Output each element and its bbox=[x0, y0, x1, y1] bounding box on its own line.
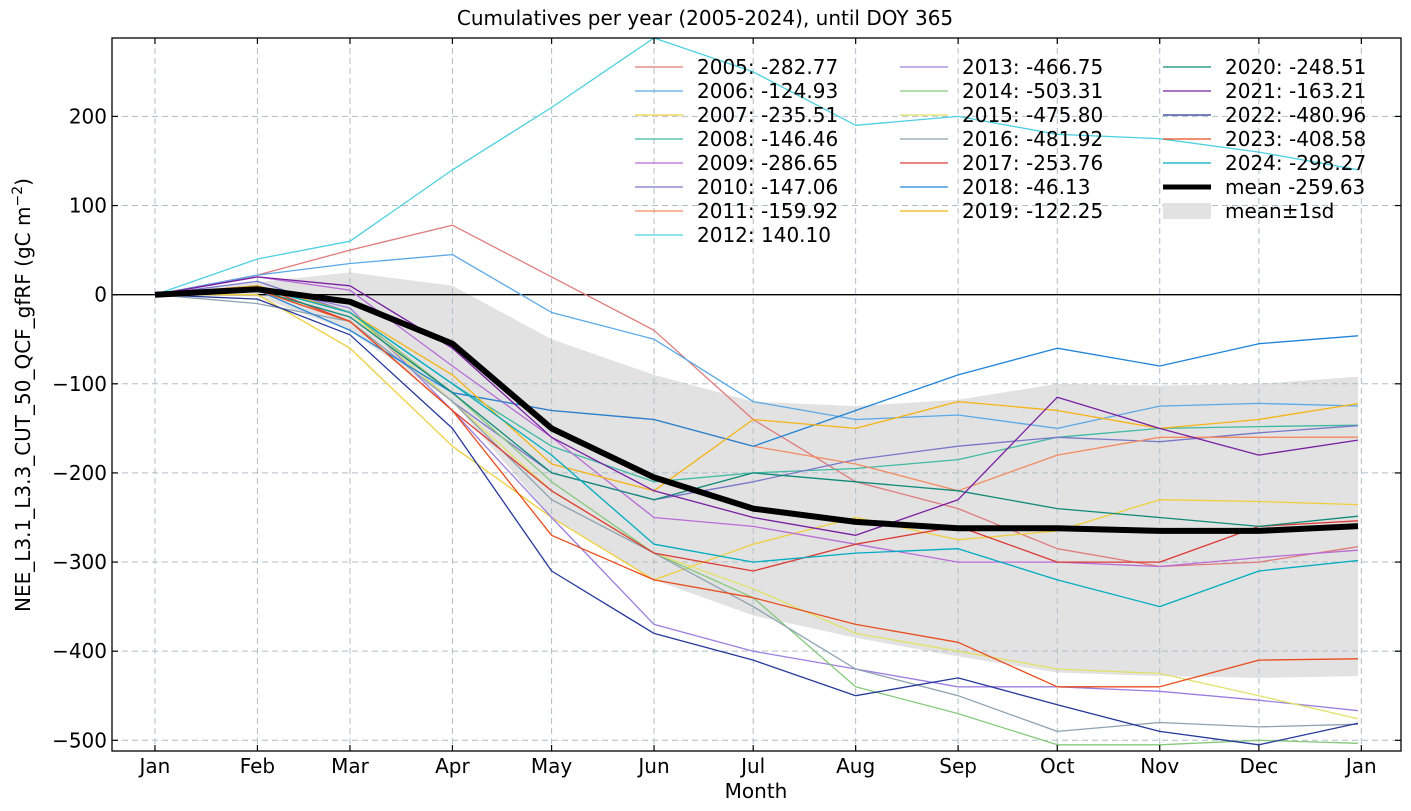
legend-item-2010: 2010: -147.06 bbox=[635, 175, 838, 199]
series-line-2024 bbox=[154, 286, 1359, 608]
legend-label: mean±1sd bbox=[1225, 199, 1334, 223]
legend-item-2012: 2012: 140.10 bbox=[635, 223, 831, 247]
legend-label: 2008: -146.46 bbox=[697, 127, 838, 151]
legend-label: 2014: -503.31 bbox=[962, 79, 1103, 103]
x-tick-label: Jan bbox=[138, 754, 171, 778]
series-line-2006 bbox=[154, 253, 1359, 430]
y-axis-label: NEE_L3.1_L3.3_CUT_50_QCF_gfRF (gC m−2) bbox=[10, 178, 35, 612]
legend-label: 2011: -159.92 bbox=[697, 199, 838, 223]
legend-label: 2016: -481.92 bbox=[962, 127, 1103, 151]
legend-label: 2006: -124.93 bbox=[697, 79, 838, 103]
legend-item-2021: 2021: -163.21 bbox=[1163, 79, 1366, 103]
y-tick-label: 100 bbox=[69, 194, 107, 218]
x-tick-label: Mar bbox=[331, 754, 370, 778]
legend-item-2018: 2018: -46.13 bbox=[900, 175, 1090, 199]
series-line-2013 bbox=[154, 285, 1359, 712]
series-line-2021 bbox=[154, 276, 1359, 536]
legend-item-2020: 2020: -248.51 bbox=[1163, 55, 1366, 79]
legend-item-2022: 2022: -480.96 bbox=[1163, 103, 1366, 127]
legend-label: 2005: -282.77 bbox=[697, 55, 838, 79]
legend-label: 2018: -46.13 bbox=[962, 175, 1090, 199]
axes: Jan Feb Mar Apr May Jun Jul Aug Sep Oct Nov Dec Jan −… bbox=[52, 37, 1402, 778]
legend-item-2017: 2017: -253.76 bbox=[900, 151, 1103, 175]
axes-frame bbox=[111, 37, 1402, 752]
x-axis-label: Month bbox=[725, 779, 788, 803]
legend-label: 2022: -480.96 bbox=[1225, 103, 1366, 127]
x-tick-label: Feb bbox=[240, 754, 275, 778]
legend-item-mean: mean -259.63 bbox=[1163, 175, 1365, 199]
y-tick-label: −400 bbox=[52, 639, 107, 663]
legend-item-2016: 2016: -481.92 bbox=[900, 127, 1103, 151]
y-tick-label: −100 bbox=[52, 372, 107, 396]
legend-label: 2024: -298.27 bbox=[1225, 151, 1366, 175]
mean-line bbox=[154, 286, 1359, 534]
legend-item-2024: 2024: -298.27 bbox=[1163, 151, 1366, 175]
legend-label: 2007: -235.51 bbox=[697, 103, 838, 127]
legend-item-2023: 2023: -408.58 bbox=[1163, 127, 1366, 151]
legend-label: 2021: -163.21 bbox=[1225, 79, 1366, 103]
legend-item-2007: 2007: -235.51 bbox=[635, 103, 838, 127]
legend-swatch bbox=[1163, 203, 1211, 219]
legend-label: mean -259.63 bbox=[1225, 175, 1365, 199]
x-tick-label: Oct bbox=[1040, 754, 1075, 778]
y-tick-label: 0 bbox=[94, 283, 107, 307]
series-line-2018 bbox=[154, 289, 1359, 447]
legend-label: 2013: -466.75 bbox=[962, 55, 1103, 79]
legend-item-2015: 2015: -475.80 bbox=[900, 103, 1103, 127]
legend-label: 2010: -147.06 bbox=[697, 175, 838, 199]
y-axis-label-exponent: −2 bbox=[10, 186, 26, 207]
legend-item-2009: 2009: -286.65 bbox=[635, 151, 838, 175]
legend-item-2005: 2005: -282.77 bbox=[635, 55, 838, 79]
y-tick-label: −300 bbox=[52, 550, 107, 574]
series-line-2007 bbox=[155, 294, 1359, 581]
legend-label: 2012: 140.10 bbox=[697, 223, 831, 247]
x-tick-label: May bbox=[531, 754, 573, 778]
y-tick-label: −200 bbox=[52, 461, 107, 485]
x-tick-label: Aug bbox=[836, 754, 875, 778]
legend-item-2006: 2006: -124.93 bbox=[635, 79, 838, 103]
legend-label: 2020: -248.51 bbox=[1225, 55, 1366, 79]
legend-item-2019: 2019: -122.25 bbox=[900, 199, 1103, 223]
legend-label: 2023: -408.58 bbox=[1225, 127, 1366, 151]
y-tick-label: −500 bbox=[52, 728, 107, 752]
legend-label: 2009: -286.65 bbox=[697, 151, 838, 175]
series-line-2009 bbox=[154, 276, 1359, 568]
series-line-2022 bbox=[154, 294, 1359, 746]
legend-item-sd-band: mean±1sd bbox=[1163, 199, 1334, 223]
legend-item-2013: 2013: -466.75 bbox=[900, 55, 1103, 79]
legend-item-2011: 2011: -159.92 bbox=[635, 199, 838, 223]
legend-label: 2017: -253.76 bbox=[962, 151, 1103, 175]
series-line-2023 bbox=[154, 289, 1359, 688]
chart-title: Cumulatives per year (2005-2024), until … bbox=[457, 6, 953, 30]
legend-label: 2015: -475.80 bbox=[962, 103, 1103, 127]
series-line-2020 bbox=[154, 289, 1359, 528]
x-tick-label: Apr bbox=[435, 754, 470, 778]
y-axis-label-close: ) bbox=[11, 178, 35, 186]
legend-item-2008: 2008: -146.46 bbox=[635, 127, 838, 151]
x-tick-label: Nov bbox=[1140, 754, 1179, 778]
x-tick-label: Sep bbox=[939, 754, 977, 778]
sd-band bbox=[155, 272, 1358, 678]
y-axis-label-main: NEE_L3.1_L3.3_CUT_50_QCF_gfRF (gC m bbox=[11, 207, 35, 612]
x-tick-label: Dec bbox=[1240, 754, 1279, 778]
plot-area bbox=[112, 38, 1401, 751]
legend-item-2014: 2014: -503.31 bbox=[900, 79, 1103, 103]
x-tick-label: Jul bbox=[739, 754, 765, 778]
legend-label: 2019: -122.25 bbox=[962, 199, 1103, 223]
x-tick-label: Jan bbox=[1344, 754, 1377, 778]
x-tick-label: Jun bbox=[636, 754, 669, 778]
y-tick-label: 200 bbox=[69, 104, 107, 128]
series-line-2012 bbox=[154, 38, 1359, 296]
